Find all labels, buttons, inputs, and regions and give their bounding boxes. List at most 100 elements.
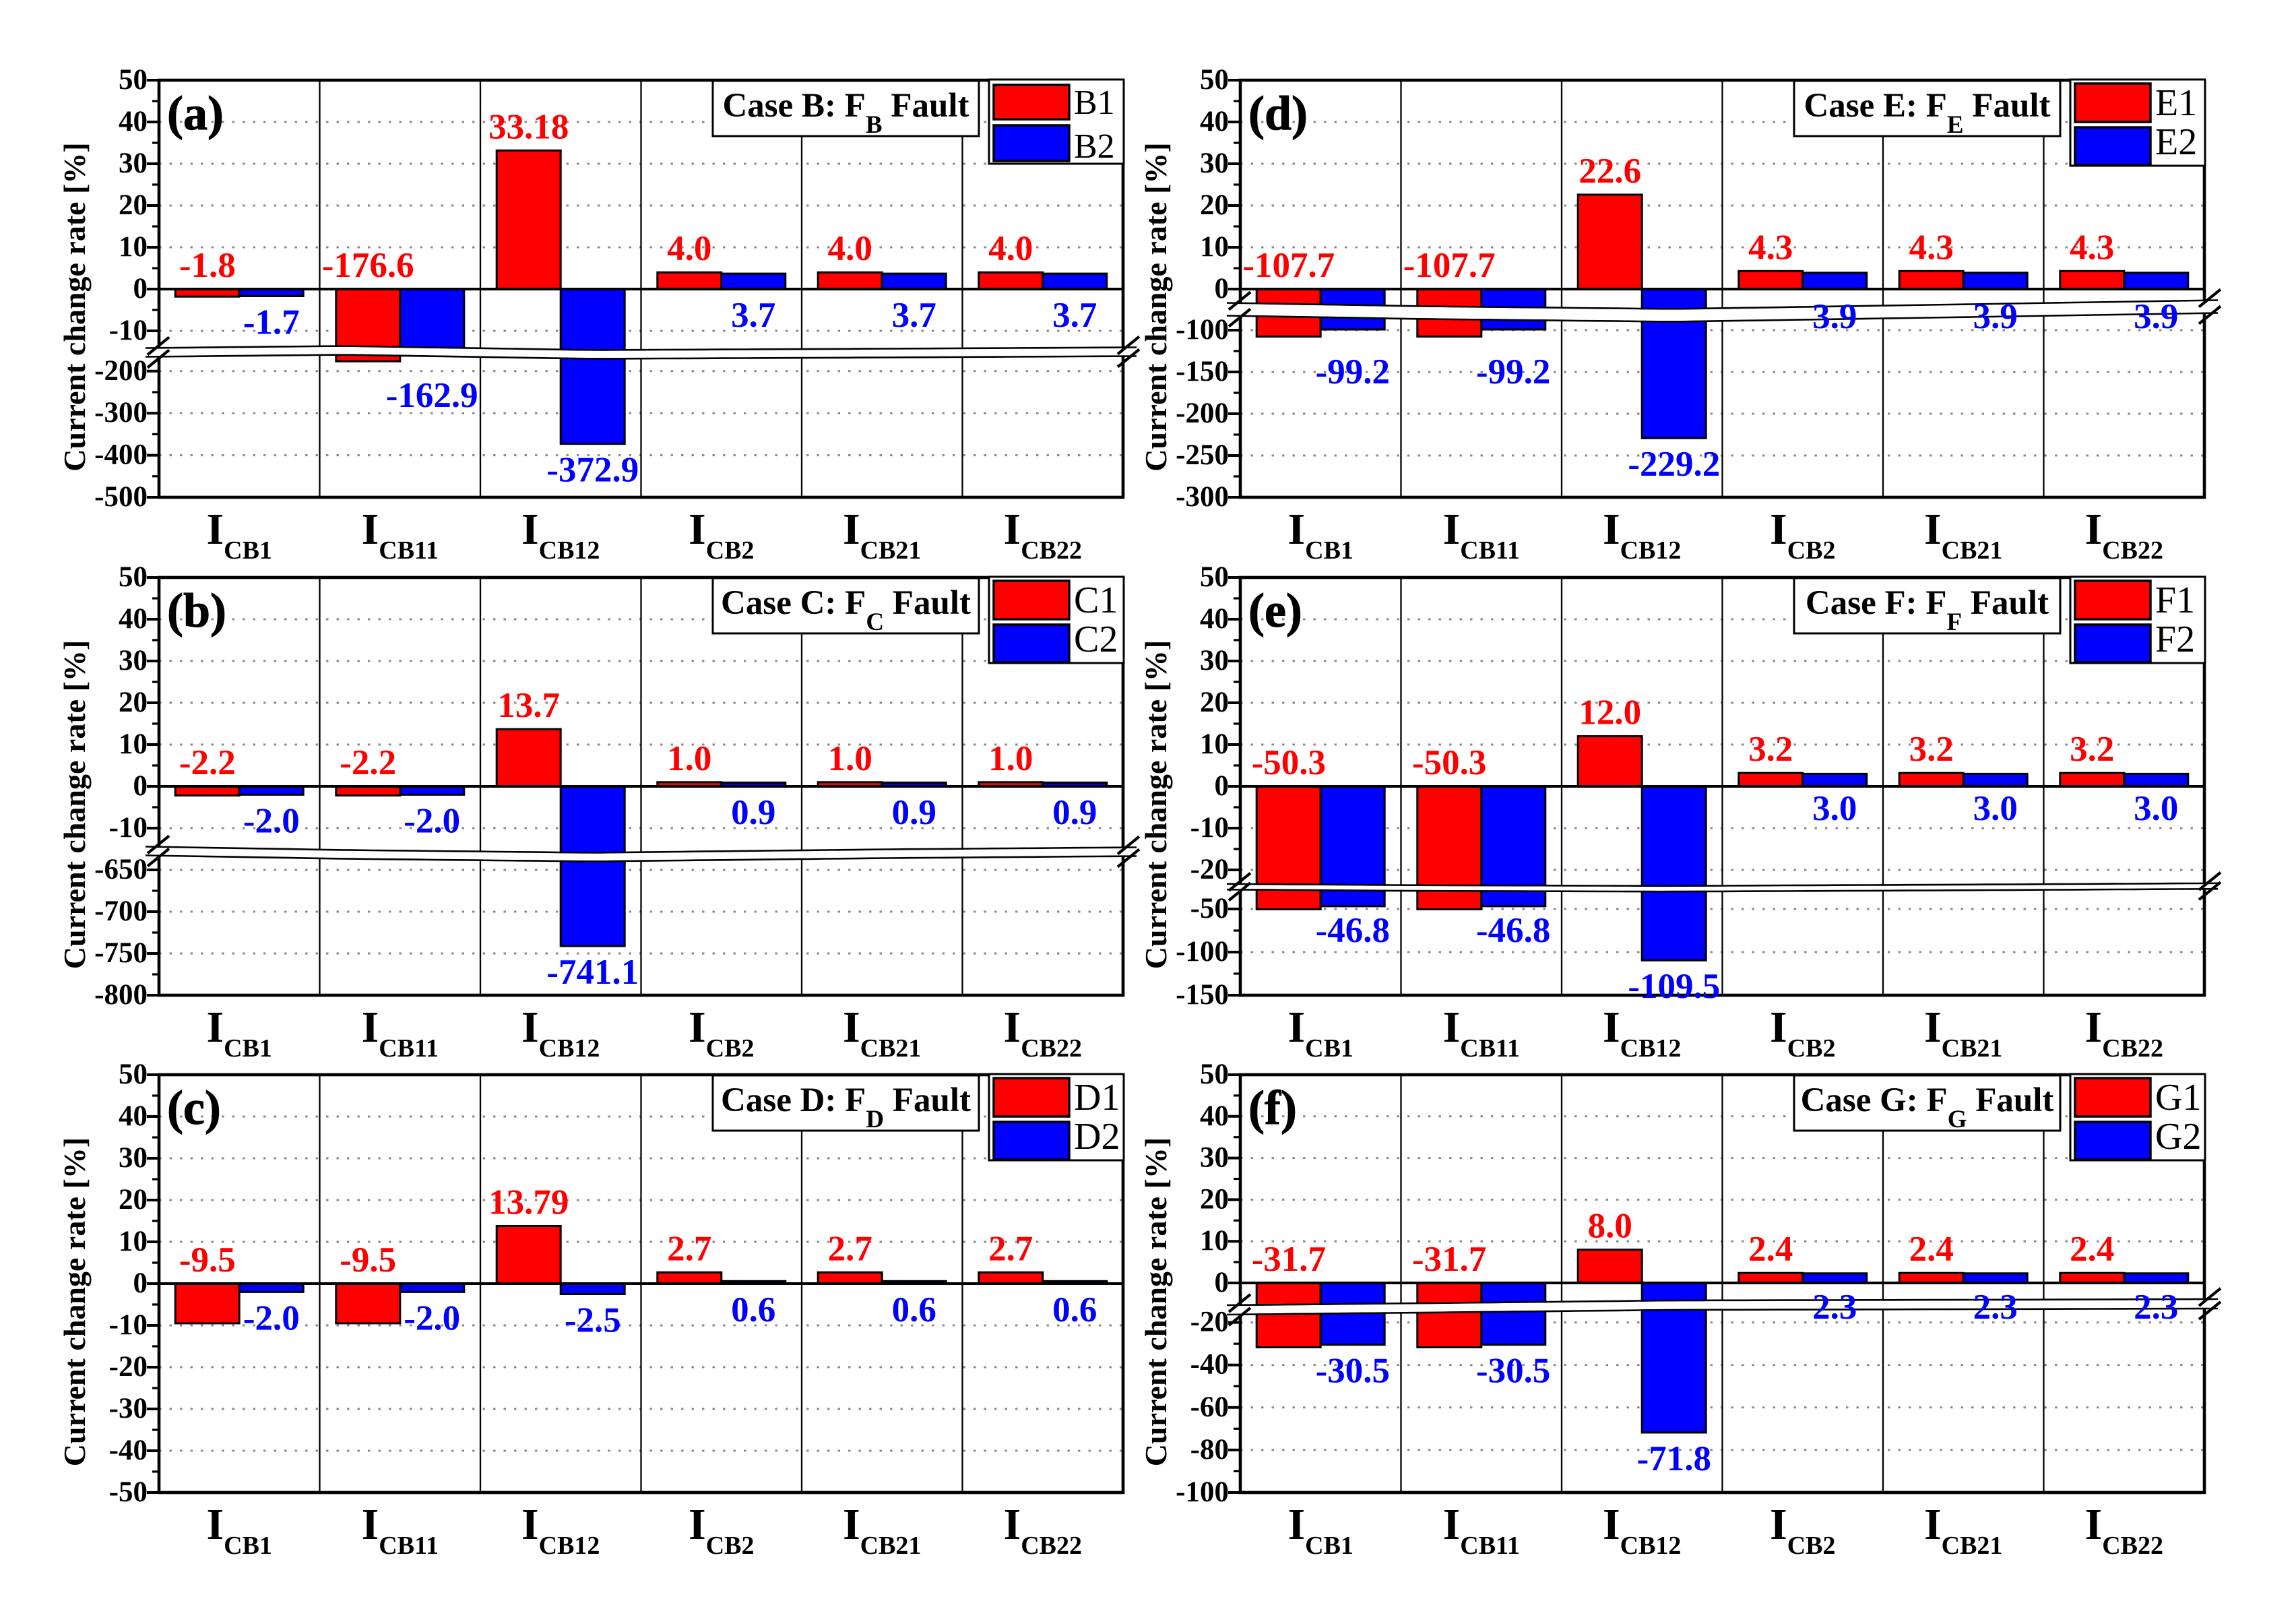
svg-text:Case G: FG Fault: Case G: FG Fault bbox=[1801, 1081, 2054, 1133]
svg-text:ICB11: ICB11 bbox=[362, 1500, 439, 1560]
svg-text:G2: G2 bbox=[2155, 1116, 2201, 1158]
svg-text:G1: G1 bbox=[2155, 1077, 2201, 1119]
svg-text:-100: -100 bbox=[1176, 1476, 1229, 1508]
svg-text:D2: D2 bbox=[1074, 1116, 1120, 1158]
svg-text:-229.2: -229.2 bbox=[1628, 445, 1720, 484]
svg-text:-200: -200 bbox=[94, 355, 148, 387]
svg-text:ICB1: ICB1 bbox=[1287, 505, 1353, 565]
svg-text:-31.7: -31.7 bbox=[1252, 1240, 1326, 1279]
svg-text:30: 30 bbox=[1200, 148, 1229, 179]
svg-text:3.0: 3.0 bbox=[2134, 789, 2178, 828]
svg-text:40: 40 bbox=[119, 603, 148, 635]
svg-text:-2.2: -2.2 bbox=[340, 743, 396, 782]
svg-text:Case E: FE Fault: Case E: FE Fault bbox=[1804, 87, 2050, 139]
svg-text:30: 30 bbox=[119, 148, 148, 179]
svg-text:-176.6: -176.6 bbox=[322, 246, 414, 285]
svg-text:-250: -250 bbox=[1176, 439, 1229, 471]
svg-text:10: 10 bbox=[1200, 728, 1229, 760]
svg-text:3.2: 3.2 bbox=[2070, 730, 2114, 769]
svg-text:-162.9: -162.9 bbox=[386, 376, 478, 415]
svg-text:Case B: FB Fault: Case B: FB Fault bbox=[722, 87, 969, 139]
svg-text:ICB21: ICB21 bbox=[843, 505, 921, 565]
svg-text:3.7: 3.7 bbox=[731, 296, 775, 335]
svg-text:ICB21: ICB21 bbox=[843, 1003, 921, 1063]
svg-text:2.4: 2.4 bbox=[1748, 1230, 1793, 1269]
svg-text:-100: -100 bbox=[1176, 936, 1229, 968]
svg-text:C1: C1 bbox=[1074, 579, 1118, 621]
svg-text:ICB12: ICB12 bbox=[521, 1500, 600, 1560]
svg-text:12.0: 12.0 bbox=[1578, 693, 1641, 732]
svg-text:-500: -500 bbox=[94, 481, 148, 513]
svg-text:-700: -700 bbox=[94, 895, 148, 927]
svg-text:ICB11: ICB11 bbox=[1443, 1003, 1520, 1063]
svg-text:-10: -10 bbox=[109, 812, 148, 844]
svg-text:40: 40 bbox=[1200, 603, 1229, 635]
svg-text:-650: -650 bbox=[94, 854, 148, 885]
svg-text:ICB22: ICB22 bbox=[1004, 1500, 1082, 1560]
svg-text:ICB2: ICB2 bbox=[1770, 505, 1835, 565]
svg-text:0.6: 0.6 bbox=[731, 1290, 775, 1329]
svg-text:50: 50 bbox=[1200, 561, 1229, 593]
svg-text:Current change rate [%]: Current change rate [%] bbox=[57, 640, 92, 969]
svg-text:1.0: 1.0 bbox=[988, 739, 1033, 778]
svg-text:0: 0 bbox=[133, 273, 148, 305]
svg-text:-10: -10 bbox=[109, 1309, 148, 1341]
svg-text:-2.2: -2.2 bbox=[179, 743, 236, 782]
svg-text:4.3: 4.3 bbox=[2070, 228, 2114, 267]
svg-text:-741.1: -741.1 bbox=[546, 953, 639, 992]
svg-text:20: 20 bbox=[119, 189, 148, 221]
svg-text:0.9: 0.9 bbox=[892, 793, 936, 832]
svg-text:ICB12: ICB12 bbox=[1603, 1003, 1681, 1063]
svg-text:30: 30 bbox=[119, 1142, 148, 1174]
svg-text:ICB2: ICB2 bbox=[689, 1003, 754, 1063]
svg-text:3.9: 3.9 bbox=[1812, 297, 1857, 336]
svg-text:ICB11: ICB11 bbox=[362, 1003, 439, 1063]
svg-text:ICB22: ICB22 bbox=[2085, 1003, 2163, 1063]
svg-text:40: 40 bbox=[1200, 106, 1229, 137]
svg-text:-10: -10 bbox=[109, 315, 148, 346]
svg-text:50: 50 bbox=[1200, 64, 1229, 96]
svg-text:22.6: 22.6 bbox=[1578, 152, 1641, 191]
svg-text:-100: -100 bbox=[1176, 314, 1229, 346]
svg-text:4.0: 4.0 bbox=[667, 229, 711, 268]
svg-text:-107.7: -107.7 bbox=[1403, 246, 1496, 285]
svg-text:-400: -400 bbox=[94, 439, 148, 471]
svg-text:2.7: 2.7 bbox=[988, 1229, 1033, 1268]
svg-text:-107.7: -107.7 bbox=[1242, 246, 1335, 285]
svg-text:30: 30 bbox=[1200, 1142, 1229, 1174]
svg-text:-300: -300 bbox=[94, 397, 148, 429]
svg-text:8.0: 8.0 bbox=[1588, 1207, 1632, 1246]
svg-text:E2: E2 bbox=[2155, 121, 2197, 163]
svg-text:ICB1: ICB1 bbox=[1287, 1003, 1353, 1063]
svg-text:0: 0 bbox=[1215, 1267, 1230, 1298]
svg-text:2.3: 2.3 bbox=[2134, 1288, 2178, 1327]
svg-text:-300: -300 bbox=[1176, 481, 1229, 513]
svg-text:-20: -20 bbox=[1190, 854, 1229, 885]
svg-text:-150: -150 bbox=[1176, 356, 1229, 387]
svg-text:3.7: 3.7 bbox=[1052, 296, 1097, 335]
svg-text:-2.5: -2.5 bbox=[565, 1301, 621, 1340]
svg-text:ICB21: ICB21 bbox=[843, 1500, 921, 1560]
svg-text:0.6: 0.6 bbox=[892, 1290, 936, 1329]
svg-text:ICB12: ICB12 bbox=[1603, 505, 1681, 565]
svg-text:C2: C2 bbox=[1074, 619, 1118, 660]
svg-text:-200: -200 bbox=[1176, 398, 1229, 429]
svg-text:20: 20 bbox=[119, 1184, 148, 1216]
svg-text:-750: -750 bbox=[94, 937, 148, 969]
svg-text:2.3: 2.3 bbox=[1973, 1288, 2018, 1327]
svg-text:3.9: 3.9 bbox=[1973, 297, 2018, 336]
svg-text:-50.3: -50.3 bbox=[1412, 743, 1486, 782]
svg-text:3.2: 3.2 bbox=[1748, 730, 1793, 769]
svg-text:-71.8: -71.8 bbox=[1637, 1439, 1711, 1478]
svg-text:-50: -50 bbox=[1190, 893, 1229, 924]
svg-text:50: 50 bbox=[119, 561, 148, 593]
svg-text:(a): (a) bbox=[167, 86, 224, 140]
svg-text:0: 0 bbox=[133, 1267, 148, 1299]
svg-text:20: 20 bbox=[1200, 189, 1229, 221]
svg-text:(f): (f) bbox=[1248, 1081, 1297, 1135]
svg-text:30: 30 bbox=[119, 645, 148, 677]
svg-text:ICB22: ICB22 bbox=[1004, 505, 1082, 565]
svg-text:-20: -20 bbox=[1190, 1307, 1229, 1338]
svg-text:ICB2: ICB2 bbox=[689, 505, 754, 565]
svg-text:-46.8: -46.8 bbox=[1476, 911, 1550, 950]
